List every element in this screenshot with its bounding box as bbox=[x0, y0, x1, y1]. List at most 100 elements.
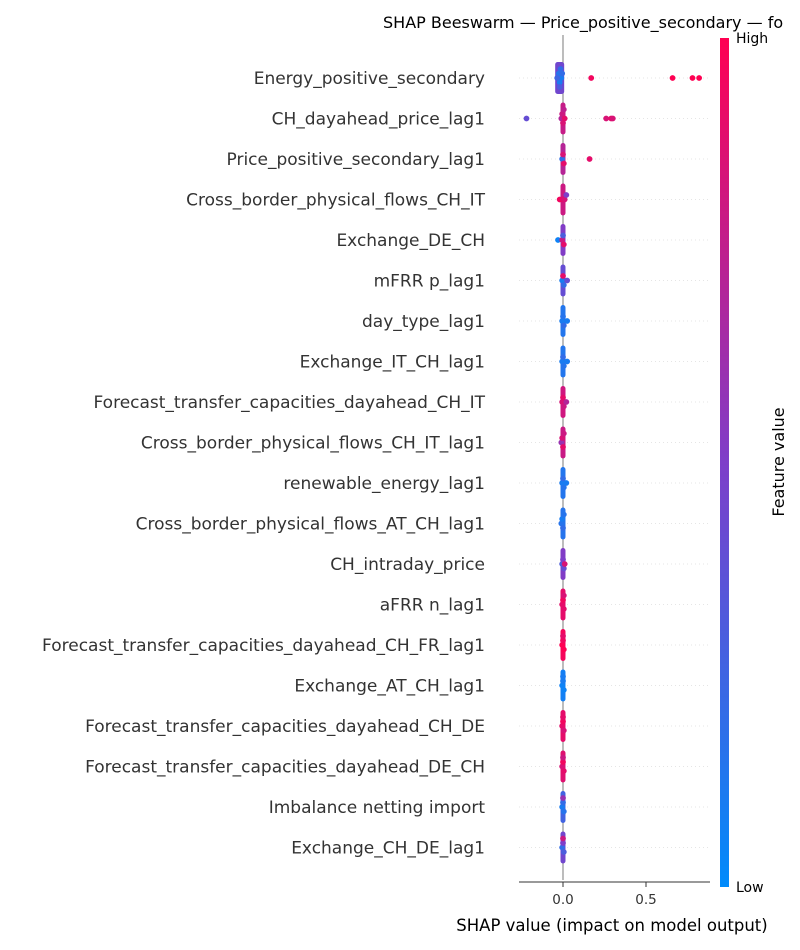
data-point bbox=[560, 313, 566, 320]
chart-title: SHAP Beeswarm — Price_positive_secondary… bbox=[383, 13, 783, 33]
data-point bbox=[559, 111, 566, 117]
data-point bbox=[558, 75, 565, 81]
data-point bbox=[560, 597, 566, 603]
data-point bbox=[609, 115, 616, 122]
data-point bbox=[559, 682, 566, 689]
x-tick-label: 0.0 bbox=[552, 892, 573, 908]
data-point bbox=[586, 156, 593, 162]
data-point bbox=[560, 322, 567, 329]
colorbar-label: Feature value bbox=[769, 407, 788, 516]
feature-label: mFRR p_lag1 bbox=[374, 272, 485, 292]
data-point bbox=[560, 808, 567, 815]
data-point bbox=[559, 435, 566, 441]
data-point bbox=[560, 633, 566, 639]
feature-label: Exchange_CH_DE_lag1 bbox=[291, 839, 485, 859]
data-point bbox=[559, 601, 566, 608]
data-point bbox=[559, 318, 566, 324]
data-point bbox=[560, 606, 567, 612]
feature-label: Cross_border_physical_flows_CH_IT bbox=[186, 191, 485, 211]
data-point bbox=[559, 804, 566, 810]
feature-label: Forecast_transfer_capacities_dayahead_CH… bbox=[42, 636, 485, 656]
data-point bbox=[554, 75, 561, 81]
data-point bbox=[558, 439, 565, 446]
data-point bbox=[560, 592, 567, 599]
data-point bbox=[560, 160, 567, 167]
data-point bbox=[559, 642, 566, 648]
feature-label: Forecast_transfer_capacities_dayahead_CH… bbox=[85, 717, 485, 737]
data-point bbox=[556, 79, 563, 86]
feature-label: renewable_energy_lag1 bbox=[283, 474, 485, 494]
data-point bbox=[561, 561, 568, 567]
data-point bbox=[559, 277, 566, 284]
feature-label: Exchange_DE_CH bbox=[336, 231, 485, 251]
feature-label: aFRR n_lag1 bbox=[380, 596, 485, 616]
data-point bbox=[560, 556, 566, 563]
data-point bbox=[559, 237, 566, 243]
data-point bbox=[564, 318, 571, 324]
feature-label: Forecast_transfer_capacities_dayahead_DE… bbox=[85, 758, 485, 778]
data-point bbox=[559, 480, 566, 486]
data-point bbox=[560, 673, 566, 680]
data-point bbox=[560, 754, 566, 761]
data-point bbox=[560, 511, 567, 518]
data-point bbox=[603, 115, 610, 122]
feature-label: CH_intraday_price bbox=[330, 555, 485, 575]
colorbar-high-label: High bbox=[736, 31, 768, 47]
data-points bbox=[523, 62, 703, 864]
data-point bbox=[560, 430, 567, 437]
data-point bbox=[560, 273, 566, 279]
feature-label: Exchange_AT_CH_lag1 bbox=[294, 677, 485, 697]
feature-labels: Energy_positive_secondary CH_dayahead_pri… bbox=[42, 69, 486, 859]
data-point bbox=[696, 75, 703, 81]
x-axis-label: SHAP value (impact on model output) bbox=[456, 916, 767, 935]
x-tick-label: 0.5 bbox=[635, 892, 656, 908]
data-point bbox=[558, 520, 565, 527]
data-point bbox=[560, 282, 567, 288]
data-point bbox=[563, 192, 570, 198]
feature-label: Exchange_IT_CH_lag1 bbox=[300, 353, 485, 373]
data-point bbox=[561, 196, 568, 203]
data-point bbox=[560, 354, 566, 360]
data-point bbox=[560, 565, 567, 572]
data-point bbox=[560, 403, 567, 410]
colorbar-low-label: Low bbox=[736, 880, 764, 896]
data-point bbox=[559, 763, 566, 770]
data-point bbox=[564, 277, 571, 284]
feature-label: Price_positive_secondary_lag1 bbox=[227, 150, 486, 170]
data-point bbox=[560, 475, 566, 482]
data-point bbox=[560, 759, 566, 765]
feature-label: day_type_lag1 bbox=[362, 312, 485, 332]
data-point bbox=[560, 678, 566, 684]
data-point bbox=[555, 237, 561, 243]
feature-label: Forecast_transfer_capacities_dayahead_CH… bbox=[94, 393, 486, 413]
feature-label: Cross_border_physical_flows_AT_CH_lag1 bbox=[136, 515, 485, 535]
data-point bbox=[689, 75, 696, 81]
data-point bbox=[560, 394, 566, 401]
data-point bbox=[560, 637, 566, 644]
data-point bbox=[559, 844, 566, 851]
data-point bbox=[560, 151, 566, 158]
data-point bbox=[560, 714, 566, 720]
data-point bbox=[560, 363, 567, 369]
colorbar bbox=[720, 38, 729, 887]
data-point bbox=[560, 849, 567, 855]
data-point bbox=[560, 646, 567, 653]
data-point bbox=[560, 525, 566, 531]
data-point bbox=[560, 232, 566, 239]
data-point bbox=[560, 795, 566, 801]
data-point bbox=[559, 516, 566, 522]
data-point bbox=[560, 444, 566, 450]
data-point bbox=[559, 399, 566, 405]
data-point bbox=[561, 115, 568, 122]
data-point bbox=[560, 484, 567, 491]
feature-label: Imbalance netting import bbox=[269, 798, 486, 818]
feature-label: Energy_positive_secondary bbox=[254, 69, 485, 89]
x-axis-ticks: 0.0 0.5 bbox=[552, 882, 657, 908]
data-point bbox=[560, 768, 567, 774]
data-point bbox=[560, 835, 566, 842]
data-point bbox=[563, 480, 570, 486]
data-point bbox=[560, 727, 567, 734]
data-point bbox=[559, 358, 566, 365]
data-point bbox=[669, 75, 676, 81]
